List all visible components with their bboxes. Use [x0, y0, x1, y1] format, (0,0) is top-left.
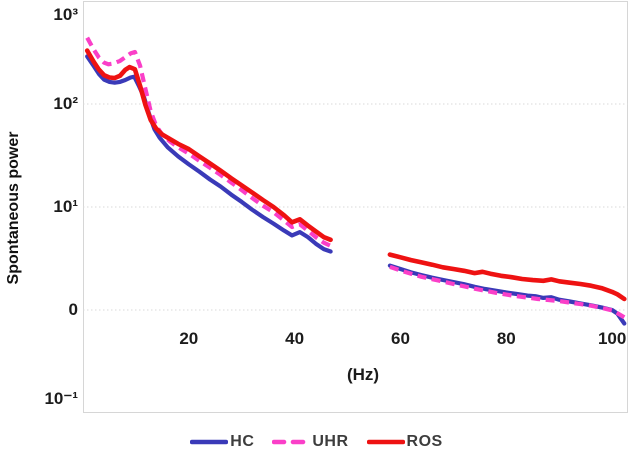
legend-label-hc: HC [230, 433, 255, 450]
x-tick-100: 100 [597, 329, 627, 348]
y-tick-10³: 10³ [53, 5, 78, 24]
x-tick-40: 40 [285, 329, 305, 348]
legend-line-hc [190, 439, 229, 445]
legend-line-uhr [272, 439, 311, 445]
legend-line-ros [366, 439, 405, 445]
hc-line-segment-1 [85, 54, 333, 254]
legend-item-ros: ROS [366, 433, 443, 451]
legend-item-hc: HC [190, 433, 254, 451]
y-tick-10²: 10² [53, 94, 78, 113]
ros-line-segment-1 [84, 48, 333, 243]
uhr-line-segment-1 [85, 36, 332, 248]
x-tick-80: 80 [496, 329, 516, 348]
legend-item-uhr: UHR [272, 433, 348, 451]
y-tick-10¹: 10¹ [53, 197, 78, 216]
legend-label-ros: ROS [406, 433, 443, 450]
uhr-line-segment-2 [389, 264, 626, 320]
ros-line-segment-2 [387, 252, 627, 302]
x-tick-60: 60 [391, 329, 410, 348]
y-tick-0: 0 [68, 300, 78, 319]
y-tick-10⁻¹: 10⁻¹ [44, 389, 78, 408]
x-tick-20: 20 [179, 329, 199, 348]
legend: HC UHR ROS [0, 430, 633, 454]
y-axis-title: Spontaneous power [5, 131, 22, 285]
legend-label-uhr: UHR [312, 433, 349, 450]
x-axis-title: (Hz) [346, 365, 380, 384]
